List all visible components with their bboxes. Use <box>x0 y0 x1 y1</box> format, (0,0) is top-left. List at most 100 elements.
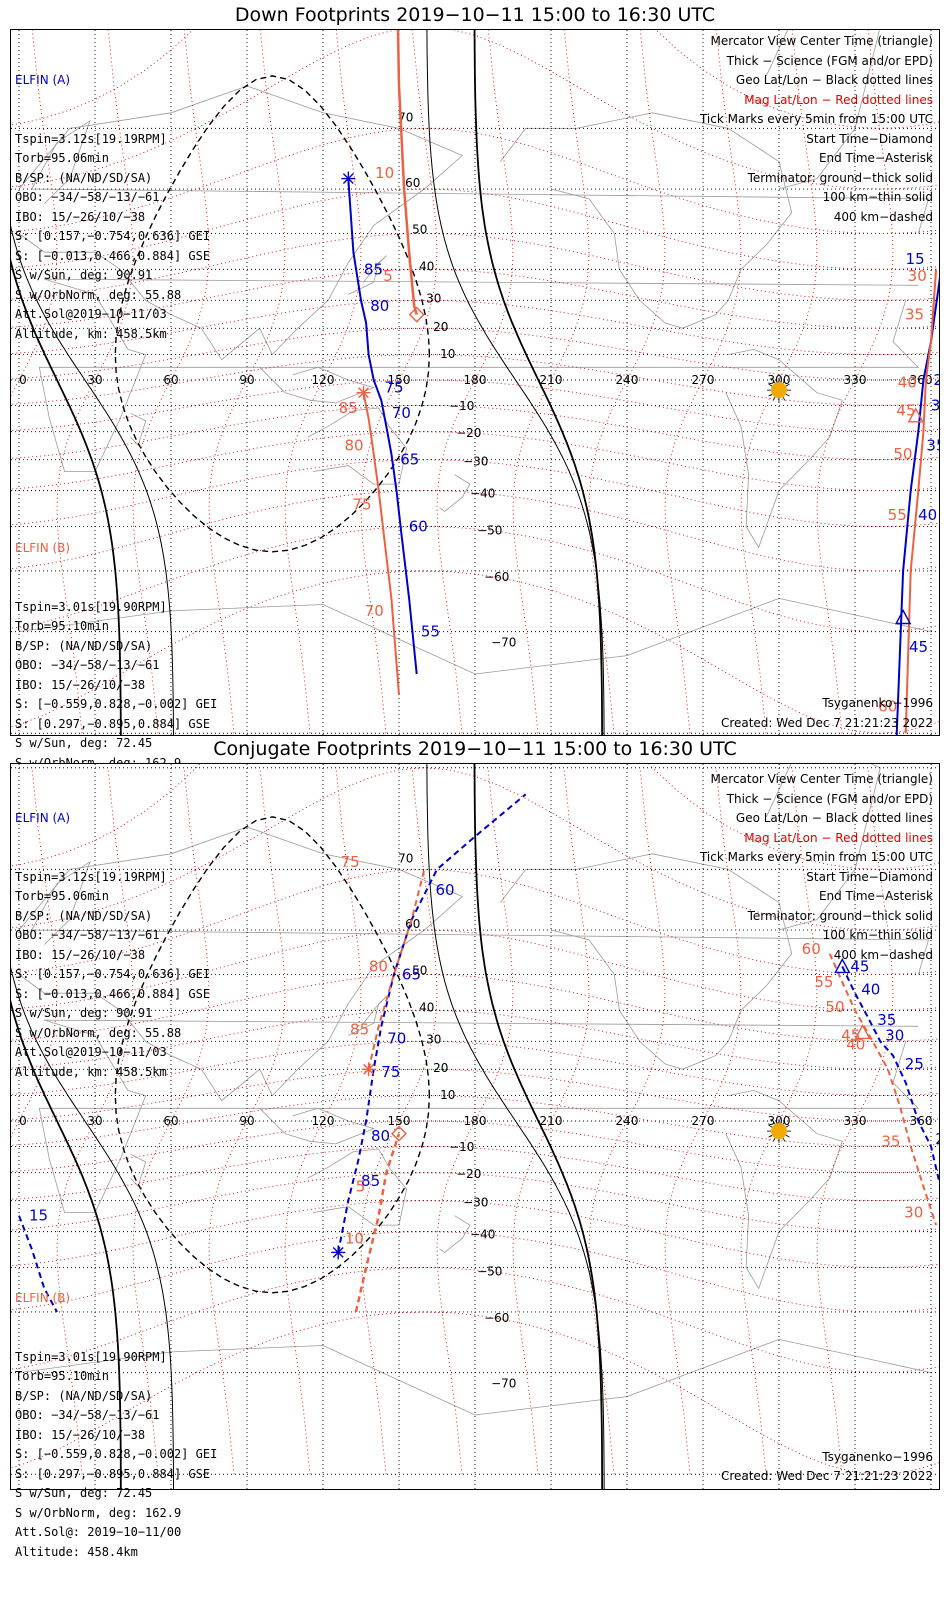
elfin-b-track-east <box>828 953 938 1226</box>
track-tick-label: 25 <box>933 371 939 389</box>
legend-line: Terminator: ground−thick solid <box>747 908 933 923</box>
lat-tick-label: −60 <box>484 1311 509 1325</box>
legend-line: Terminator: ground−thick solid <box>747 170 933 185</box>
track-tick-label: 60 <box>802 940 821 958</box>
lon-tick-label: 120 <box>312 1114 335 1128</box>
info-line: Tspin=3.12s[19.19RPM] <box>15 131 167 146</box>
lon-tick-label: 60 <box>163 373 178 387</box>
info-line: Tspin=3.12s[19.19RPM] <box>15 869 167 884</box>
land-outline <box>18 1338 932 1416</box>
track-tick-label: 35 <box>905 306 924 324</box>
lat-tick-label: −20 <box>456 426 481 440</box>
elfin-b-header: ELFIN (B) <box>15 1291 71 1305</box>
track-tick-label: 50 <box>825 998 844 1016</box>
elfin-a-track-west <box>18 1215 58 1313</box>
lat-labels: 70 60 50 40 30 20 10 −10 −20 −30 −40 −50 −60 −70 <box>398 852 516 1391</box>
legend-line: Mercator View Center Time (triangle) <box>710 34 933 48</box>
track-tick-label: 75 <box>341 853 360 871</box>
elfin-a-header: ELFIN (A) <box>15 73 71 87</box>
center-triangle-icon <box>894 609 912 625</box>
elfin-b-track <box>396 30 418 315</box>
lon-tick-label: 360 <box>910 1114 933 1128</box>
lat-tick-label: 60 <box>405 176 420 190</box>
track-tick-label: 55 <box>421 623 440 641</box>
track-tick-label: 85 <box>361 1172 380 1190</box>
elfin-b-labels-trail: 85 80 75 <box>341 853 388 1039</box>
track-tick-label: 80 <box>371 1127 390 1145</box>
elfin-b-track-trail <box>367 869 426 1070</box>
terminator-ground <box>473 764 604 1489</box>
info-line: OBO: −34/−58/−13/−61 <box>15 658 160 672</box>
track-tick-label: 40 <box>846 1035 865 1053</box>
legend-line: Tick Marks every 5min from 15:00 UTC <box>699 850 933 864</box>
land-outline <box>499 112 793 329</box>
lat-tick-label: 10 <box>440 1088 455 1102</box>
track-tick-label: 35 <box>881 1132 900 1150</box>
land-outline <box>439 474 471 512</box>
elfin-b-labels-east: 30 35 40 45 50 55 60 <box>878 267 927 716</box>
info-line: IBO: 15/−26/10/−38 <box>15 947 146 962</box>
lon-tick-label: 150 <box>388 373 411 387</box>
lat-tick-label: −30 <box>463 1195 488 1209</box>
info-line: Torb=95.06min <box>15 889 109 903</box>
info-line: S: [−0.559,0.828,−0.002] GEI <box>15 697 218 711</box>
info-line: Att.Sol@2019−10−11/03 <box>15 1045 167 1059</box>
center-triangle-icon <box>854 1023 871 1040</box>
lon-tick-label: 120 <box>312 373 335 387</box>
track-tick-label: 65 <box>402 965 421 983</box>
elfin-a-track <box>347 178 418 675</box>
terminator-ground <box>11 258 122 735</box>
info-line: Altitude, km: 458.5km <box>15 326 167 341</box>
track-tick-label: 70 <box>392 404 411 422</box>
info-line: S w/OrbNorm, deg: 55.88 <box>15 1025 182 1040</box>
lon-tick-label: 90 <box>239 1114 254 1128</box>
land-outline <box>31 860 930 975</box>
elfin-a-labels-east: 454035302520 <box>850 957 939 1147</box>
track-tick-label: 30 <box>908 267 927 285</box>
info-line: S: [−0.013,0.466,0.884] GSE <box>15 248 211 263</box>
lat-tick-label: −30 <box>463 454 488 468</box>
terminator-400km <box>114 816 431 1294</box>
track-tick-label: 70 <box>365 602 384 620</box>
legend-line: Thick − Science (FGM and/or EPD) <box>726 791 933 806</box>
info-line: S w/Sun, deg: 90.91 <box>15 268 153 282</box>
lat-tick-label: −50 <box>477 1265 502 1279</box>
panel-title: Down Footprints 2019−10−11 15:00 to 16:3… <box>234 4 716 26</box>
track-tick-label: 35 <box>926 436 939 454</box>
track-tick-label: 45 <box>896 402 915 420</box>
info-line: S w/Sun, deg: 72.45 <box>15 736 153 750</box>
lat-tick-label: −60 <box>484 570 509 584</box>
elfin-b-header: ELFIN (B) <box>15 541 71 555</box>
legend-line: Mercator View Center Time (triangle) <box>710 772 933 786</box>
lon-tick-label: 180 <box>464 373 487 387</box>
elfin-b-labels: 10 5 <box>375 164 394 285</box>
lat-tick-label: 30 <box>426 1033 441 1047</box>
legend-line: Mag Lat/Lon − Red dotted lines <box>744 92 933 107</box>
info-line: S w/Sun, deg: 72.45 <box>15 1486 153 1500</box>
mag-parallel <box>11 1311 939 1475</box>
start-diamond-icon <box>408 306 425 323</box>
conjugate-footprints-panel: 0 30 60 90 120 150 180 210 240 270 300 330 360 70 60 50… <box>10 763 940 1559</box>
lon-tick-label: 0 <box>19 1114 27 1128</box>
lat-tick-label: −20 <box>456 1167 481 1181</box>
asterisk-stroke <box>342 173 354 185</box>
track-tick-label: 85 <box>339 399 358 417</box>
track-tick-label: 65 <box>400 451 419 469</box>
land-outline <box>348 996 387 1036</box>
elfin-a-info: ELFIN (A) Tspin=3.12s[19.19RPM] Torb=95.0… <box>15 32 210 383</box>
info-line: S: [0.157,−0.754,0.636] GEI <box>15 229 211 243</box>
elfin-b-info: ELFIN (B) Tspin=3.01s[19.90RPM] Torb=95.1… <box>15 1250 217 1601</box>
info-line: Torb=95.06min <box>15 151 109 165</box>
track-tick-label: 75 <box>381 1063 400 1081</box>
mag-parallel <box>11 1200 939 1268</box>
map-legend: Mercator View Center Time (triangle) Thic… <box>700 770 933 965</box>
track-tick-label: 60 <box>436 881 455 899</box>
elfin-a-labels: 85 80 75 70 65 60 55 <box>364 260 440 640</box>
land-outline <box>307 1148 408 1226</box>
track-tick-label: 40 <box>918 506 937 524</box>
end-asterisk-icon <box>356 385 371 400</box>
end-asterisk-icon <box>361 1062 376 1077</box>
track-tick-label: 70 <box>387 1029 406 1047</box>
lon-tick-label: 30 <box>87 1114 102 1128</box>
track-tick-label: 60 <box>878 698 897 716</box>
